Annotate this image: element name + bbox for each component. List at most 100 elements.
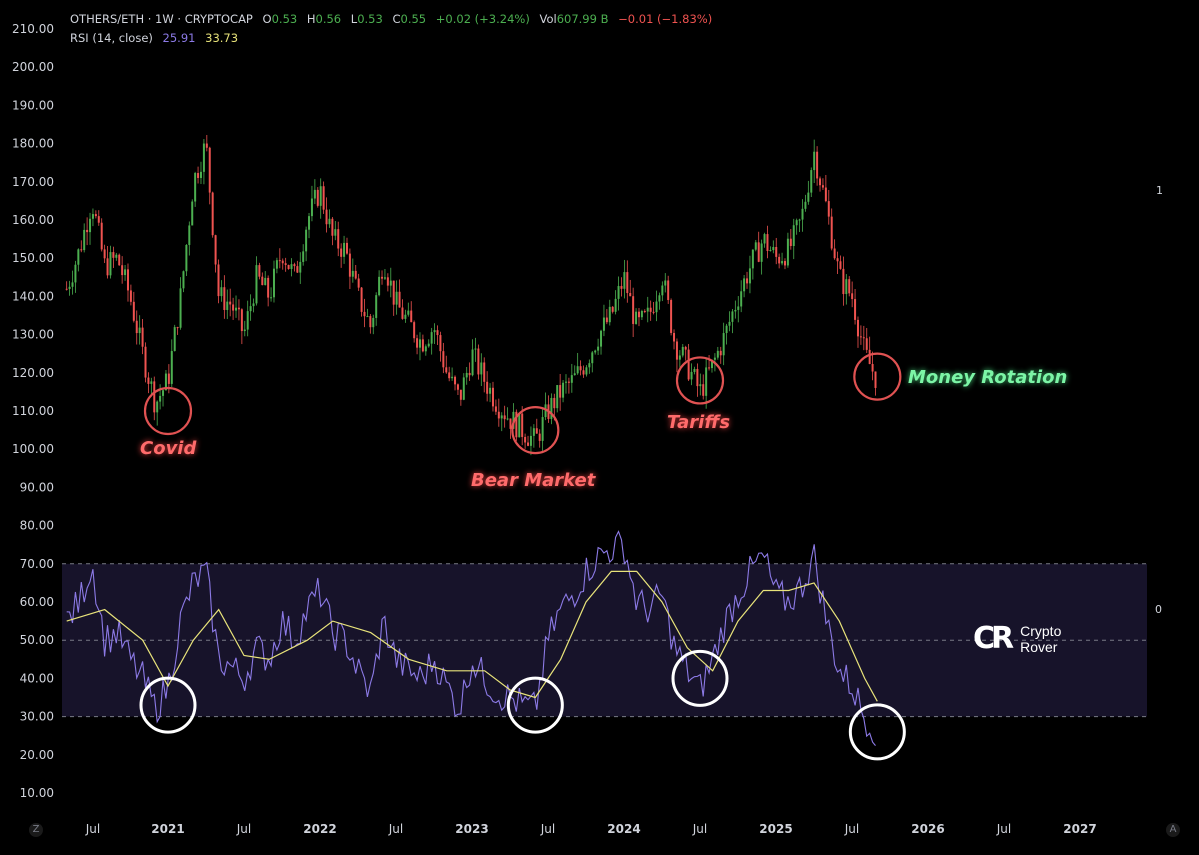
candle-body [97, 216, 100, 223]
y-tick-label: 190.00 [12, 98, 54, 112]
candle-body [162, 390, 165, 396]
candle-body [708, 367, 711, 369]
candle-body [675, 341, 678, 360]
legend-price: OTHERS/ETH · 1W · CRYPTOCAP O0.53 H0.56 … [70, 12, 718, 26]
price-pane-number: 1 [1156, 184, 1163, 197]
candle-body [77, 249, 80, 265]
candle-body [65, 288, 68, 290]
candle-body [798, 219, 801, 221]
candle-body [579, 366, 582, 371]
candle-body [854, 299, 857, 320]
candle-body [369, 316, 372, 328]
candle-body [801, 208, 804, 220]
candle-body [220, 287, 223, 297]
candle-body [267, 277, 270, 298]
candle-body [725, 325, 728, 334]
y-tick-label: 10.00 [20, 786, 54, 800]
rsi-value: 25.91 [162, 31, 196, 45]
candle-body [737, 306, 740, 310]
candle-body [89, 218, 92, 233]
candle-body [693, 368, 696, 372]
price-highlight-circle [511, 406, 560, 455]
candle-body [272, 268, 275, 298]
symbol-label: OTHERS/ETH · 1W · CRYPTOCAP [70, 12, 253, 26]
candle-body [395, 291, 398, 305]
candle-body [424, 346, 427, 352]
candle-body [833, 248, 836, 259]
candle-body [643, 311, 646, 313]
auto-scale-button[interactable]: A [1166, 823, 1180, 837]
candle-body [862, 337, 865, 339]
candle-body [667, 280, 670, 301]
price-candles [65, 134, 877, 456]
crypto-rover-logo: CR Crypto Rover [973, 621, 1061, 656]
candle-body [734, 309, 737, 312]
candle-body [357, 278, 360, 288]
candle-body [640, 311, 643, 318]
candle-body [786, 238, 789, 266]
candle-body [824, 187, 827, 202]
candle-body [278, 260, 281, 262]
candle-body [427, 343, 430, 347]
candle-body [112, 252, 115, 258]
candle-body [459, 389, 462, 400]
candle-body [553, 397, 556, 409]
x-tick-label: Jul [85, 822, 100, 836]
candle-body [605, 317, 608, 323]
candle-body [477, 348, 480, 375]
candle-body [562, 382, 565, 398]
candle-body [343, 242, 346, 257]
candle-body [620, 286, 623, 289]
candle-body [856, 319, 859, 337]
candle-body [217, 264, 220, 297]
candle-body [109, 252, 112, 276]
candle-body [465, 372, 468, 378]
x-tick-label: Jul [844, 822, 859, 836]
price-change: +0.02 (+3.24%) [435, 12, 530, 26]
candle-body [252, 303, 255, 307]
zoom-reset-button[interactable]: Z [29, 823, 43, 837]
candle-body [232, 304, 235, 311]
candle-body [821, 185, 824, 188]
candle-body [182, 271, 185, 289]
y-tick-label: 120.00 [12, 366, 54, 380]
candle-body [144, 346, 147, 378]
candle-body [194, 173, 197, 202]
candle-body [462, 377, 465, 400]
candle-body [135, 320, 138, 334]
candle-body [235, 307, 238, 311]
candle-body [649, 307, 652, 312]
candle-body [255, 265, 258, 304]
candle-body [398, 291, 401, 308]
candle-body [281, 260, 284, 264]
candle-body [284, 263, 287, 265]
candle-body [345, 242, 348, 254]
candle-body [743, 278, 746, 292]
candle-body [302, 251, 305, 262]
candle-body [716, 350, 719, 358]
x-tick-label: 2025 [759, 822, 792, 836]
candle-body [623, 272, 626, 289]
candle-body [474, 348, 477, 350]
candle-body [489, 387, 492, 394]
candle-body [830, 216, 833, 249]
rsi-levels [62, 563, 1147, 718]
candle-body [270, 297, 273, 299]
candle-body [760, 243, 763, 262]
candle-body [191, 201, 194, 226]
candle-body [868, 349, 871, 365]
x-tick-label: 2022 [303, 822, 336, 836]
candle-body [124, 269, 127, 276]
candle-body [728, 321, 731, 326]
candle-body [170, 351, 173, 384]
candle-body [205, 143, 208, 148]
candle-body [509, 418, 512, 429]
candle-body [559, 385, 562, 398]
candle-body [602, 317, 605, 331]
rsi-ma-line [66, 570, 878, 702]
ohlc-open: O0.53 [262, 12, 298, 26]
volume-change: −0.01 (−1.83%) [618, 12, 713, 26]
y-tick-label: 100.00 [12, 442, 54, 456]
candle-body [103, 249, 106, 259]
